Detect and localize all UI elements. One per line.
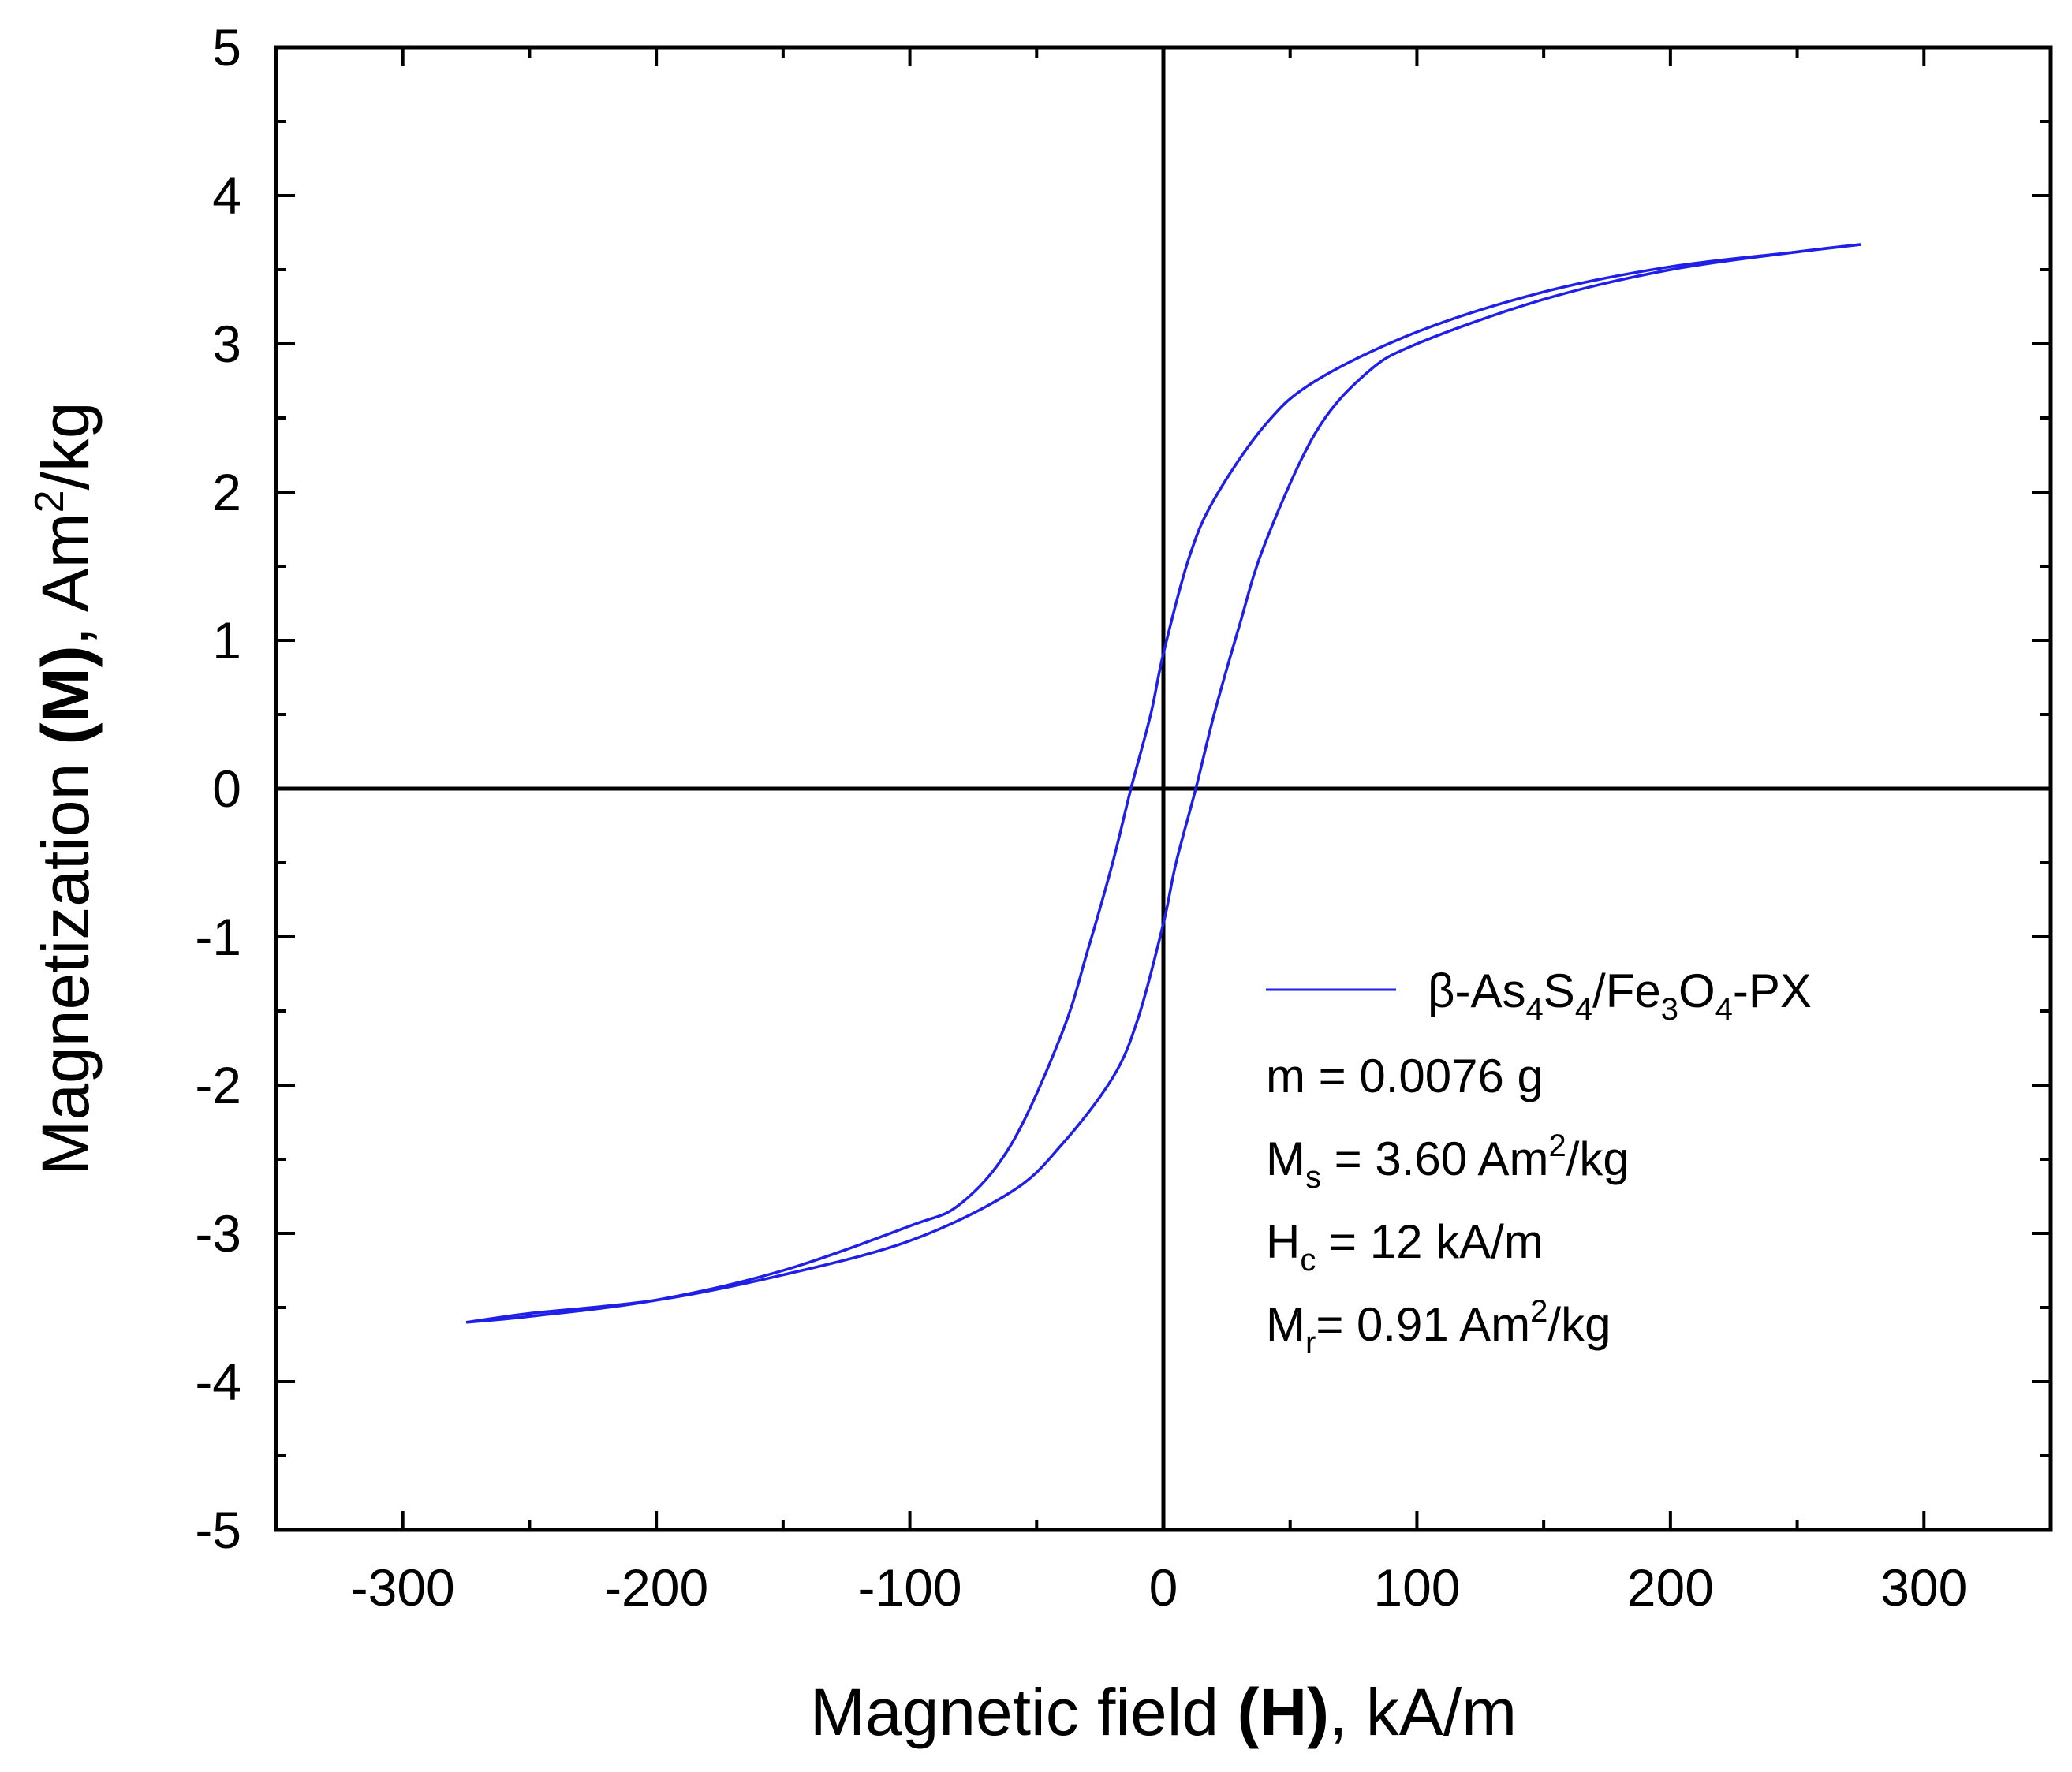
y-tick-label: -5 (195, 1501, 241, 1559)
legend-sub: 4 (1575, 992, 1592, 1027)
ms-rest: = 3.60 Am (1321, 1132, 1549, 1185)
y-tick-label: 2 (212, 463, 241, 521)
legend: β-As4S4/Fe3O4-PX (1266, 964, 1812, 1027)
ms-sub: s (1305, 1160, 1321, 1195)
legend-part: β-As (1428, 964, 1526, 1017)
hc-main: H (1266, 1215, 1300, 1268)
y-tick-label: -1 (195, 908, 241, 966)
hc-sub: c (1300, 1243, 1316, 1278)
y-axis-title: Magnetization (M), Am2/kg (27, 401, 103, 1175)
series-line-ascending-branch (465, 243, 1861, 1324)
x-axis-title: Magnetic field (H), kA/m (810, 1675, 1517, 1749)
legend-part: -PX (1733, 964, 1812, 1017)
x-tick-label: -300 (351, 1558, 455, 1617)
x-axis-title-pre: Magnetic field (810, 1675, 1238, 1749)
series-group (465, 243, 1861, 1324)
mr-tail: /kg (1547, 1298, 1611, 1351)
legend-sub: 3 (1661, 992, 1678, 1027)
x-tick-labels: -300 -200 -100 0 100 200 300 (351, 1558, 1968, 1617)
legend-sub: 4 (1526, 992, 1544, 1027)
y-tick-labels: -5 -4 -3 -2 -1 0 1 2 3 4 5 (195, 18, 241, 1559)
x-tick-label: 300 (1880, 1558, 1967, 1617)
legend-part: O (1678, 964, 1715, 1017)
y-tick-label: 4 (212, 166, 241, 225)
annotation-saturation-magnetization: Ms = 3.60 Am2/kg (1266, 1128, 1630, 1195)
y-tick-label: 5 (212, 18, 241, 76)
x-tick-label: 0 (1149, 1558, 1178, 1617)
zero-lines (276, 47, 2051, 1530)
x-tick-label: 100 (1373, 1558, 1460, 1617)
x-tick-label: 200 (1627, 1558, 1714, 1617)
legend-part: S (1544, 964, 1575, 1017)
x-tick-label: -100 (858, 1558, 962, 1617)
ms-main: M (1266, 1132, 1305, 1185)
y-axis-title-sup: 2 (27, 490, 73, 513)
mr-rest: = 0.91 Am (1316, 1298, 1530, 1351)
y-axis-title-bold: (M) (28, 645, 103, 744)
annotation-mass: m = 0.0076 g (1266, 1050, 1544, 1102)
y-tick-label: 1 (212, 611, 241, 670)
y-axis-title-pre: Magnetization (28, 744, 103, 1175)
mr-main: M (1266, 1298, 1305, 1351)
y-tick-label: -2 (195, 1056, 241, 1114)
x-tick-label: -200 (604, 1558, 708, 1617)
legend-sub: 4 (1715, 992, 1733, 1027)
mr-sup: 2 (1530, 1294, 1547, 1329)
y-tick-label: 0 (212, 759, 241, 818)
annotation-coercivity: Hc = 12 kA/m (1266, 1215, 1544, 1278)
y-tick-label: -3 (195, 1204, 241, 1263)
x-axis-title-post: , kA/m (1329, 1675, 1517, 1749)
legend-part: /Fe (1592, 964, 1661, 1017)
ms-sup: 2 (1549, 1128, 1566, 1163)
ms-tail: /kg (1566, 1132, 1630, 1185)
y-tick-label: -4 (195, 1352, 241, 1411)
annotation-remanence: Mr= 0.91 Am2/kg (1266, 1294, 1611, 1360)
mr-sub: r (1305, 1326, 1316, 1360)
x-axis-title-bold: (H) (1238, 1675, 1330, 1749)
y-tick-label: 3 (212, 315, 241, 373)
y-axis-title-post2: /kg (28, 401, 103, 490)
series-line-descending-branch (465, 243, 1861, 1324)
axis-ticks (274, 46, 2052, 1531)
hc-rest: = 12 kA/m (1316, 1215, 1543, 1268)
y-axis-title-post: , Am (28, 513, 103, 645)
legend-entry-label: β-As4S4/Fe3O4-PX (1428, 964, 1812, 1027)
